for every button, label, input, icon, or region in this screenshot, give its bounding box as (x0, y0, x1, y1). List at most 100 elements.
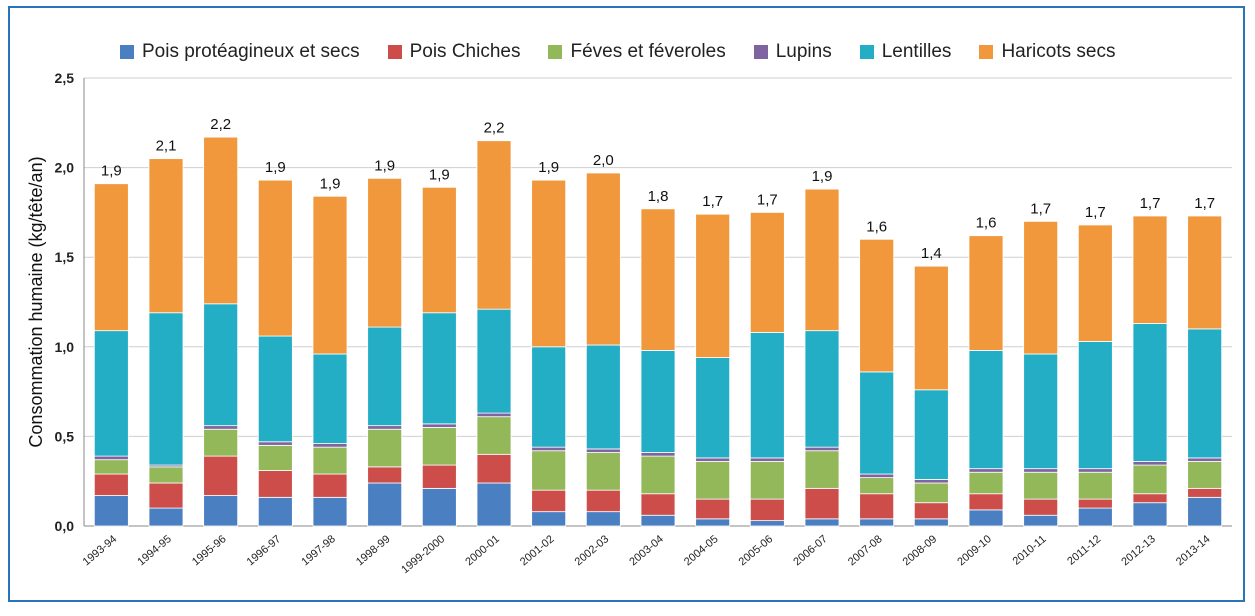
bar-segment (640, 452, 676, 457)
bar-segment (93, 459, 129, 475)
x-tick-label: 2009-10 (955, 533, 994, 568)
bar-segment (913, 482, 949, 504)
legend-swatch (120, 45, 134, 59)
bar-segment (695, 498, 731, 520)
total-label: 1,7 (702, 193, 723, 210)
bar-segment (1077, 341, 1113, 470)
bar-segment (585, 344, 621, 450)
bar-segment (93, 455, 129, 461)
bar-segment (257, 335, 293, 443)
total-label: 2,2 (484, 120, 505, 137)
bar-segment (640, 349, 676, 453)
bar-segment (257, 444, 293, 471)
bar-segment (148, 466, 184, 484)
bar-segment (749, 457, 785, 462)
bar-segment (257, 470, 293, 498)
bar-segment (1023, 471, 1059, 500)
bar-segment (203, 303, 239, 427)
bar-segment (1132, 464, 1168, 495)
bar-segment (913, 518, 949, 527)
bar-segment (859, 371, 895, 475)
legend-item-feves: Féves et féveroles (548, 41, 726, 63)
bar-segment (421, 312, 457, 425)
bar-segment (968, 349, 1004, 470)
bar-segment (804, 487, 840, 520)
bar-segment (749, 520, 785, 527)
bar-segment (804, 330, 840, 448)
bar-segment (203, 425, 239, 430)
bar-segment (312, 496, 348, 527)
total-label: 1,6 (976, 215, 997, 232)
total-label: 1,9 (429, 166, 450, 183)
bar-segment (531, 446, 567, 452)
bar-segment (203, 428, 239, 457)
bar-segment (859, 238, 895, 373)
x-tick-label: 1995-96 (190, 533, 229, 568)
legend-label: Féves et féveroles (570, 41, 726, 62)
bar-segment (1132, 493, 1168, 504)
bar-segment (367, 425, 403, 430)
bar-segment (749, 498, 785, 522)
legend-item-pois-chiches: Pois Chiches (387, 41, 521, 63)
bar-segment (749, 211, 785, 333)
bar-segment (93, 473, 129, 496)
bar-segment (1077, 507, 1113, 527)
bar-segment (421, 487, 457, 527)
bar-segment (585, 511, 621, 527)
bar-segment (312, 195, 348, 355)
x-tick-label: 1998-99 (354, 533, 393, 568)
x-tick-label: 2002-03 (573, 533, 612, 568)
bar-segment (421, 186, 457, 314)
bar-segment (640, 493, 676, 516)
bar-segment (804, 450, 840, 489)
bar-segment (1077, 224, 1113, 342)
bar-segment (531, 489, 567, 513)
legend-item-pois-proteagineux: Pois protéagineux et secs (120, 41, 360, 63)
bar-segment (1187, 457, 1223, 462)
x-tick-label: 2008-09 (901, 533, 940, 568)
total-label: 1,9 (101, 163, 122, 180)
bar-segment (859, 518, 895, 527)
bar-segment (695, 457, 731, 462)
bar-segment (804, 446, 840, 452)
x-tick-label: 2006-07 (791, 533, 830, 568)
bar-segment (1023, 468, 1059, 473)
bar-segment (913, 265, 949, 391)
legend-swatch (979, 45, 994, 59)
bar-segment (203, 495, 239, 527)
bar-segment (203, 455, 239, 496)
total-label: 1,9 (812, 168, 833, 185)
bar-segment (695, 357, 731, 459)
x-tick-label: 2000-01 (463, 533, 502, 568)
y-axis-label: Consommation humaine (kg/tête/an) (26, 156, 46, 447)
legend-label: Pois Chiches (409, 41, 521, 62)
legend-swatch (753, 45, 768, 59)
x-tick-label: 2004-05 (682, 533, 721, 568)
bar-segment (476, 308, 512, 414)
bar-segment (531, 450, 567, 491)
bar-segment (367, 428, 403, 468)
x-tick-label: 1993-94 (81, 533, 120, 568)
bar-segment (367, 482, 403, 527)
legend-label: Pois protéagineux et secs (142, 41, 360, 62)
bar-segment (1187, 487, 1223, 498)
x-tick-label: 2001-02 (518, 533, 557, 568)
bar-segment (257, 441, 293, 446)
bar-segment (804, 188, 840, 332)
bar-segment (203, 136, 239, 305)
legend-swatch (387, 45, 402, 59)
bar-segment (367, 177, 403, 328)
bar-segment (1132, 502, 1168, 527)
total-label: 1,4 (921, 245, 942, 262)
legend-label: Haricots secs (1001, 41, 1116, 62)
total-label: 1,7 (757, 191, 778, 208)
total-label: 1,8 (648, 188, 669, 205)
bar-segment (476, 482, 512, 527)
total-label: 1,7 (1030, 200, 1051, 217)
bar-segment (1132, 461, 1168, 466)
bar-segment (531, 511, 567, 527)
legend-swatch (859, 45, 874, 59)
bar-segment (968, 471, 1004, 495)
bar-segment (585, 452, 621, 491)
bar-segment (148, 312, 184, 466)
